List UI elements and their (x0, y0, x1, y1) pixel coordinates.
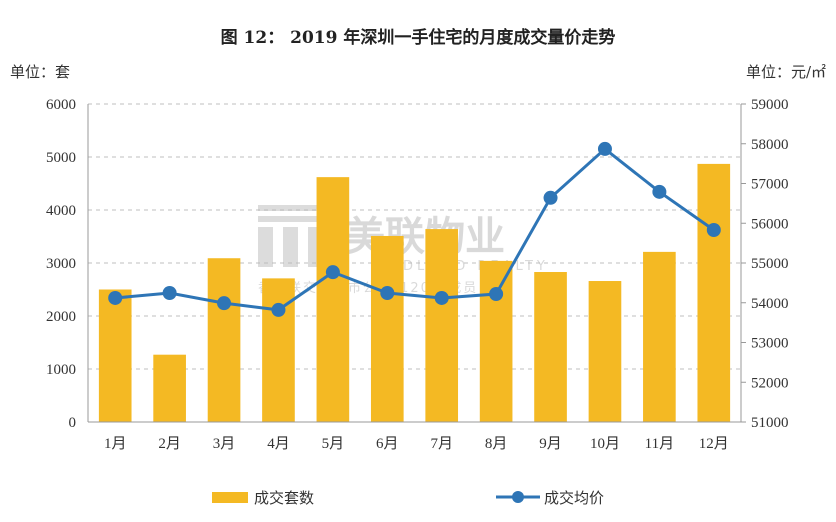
price-point (162, 286, 177, 301)
bar (534, 272, 567, 422)
left-tick-label: 2000 (46, 309, 76, 325)
legend-label-line: 成交均价 (544, 489, 604, 507)
bar (262, 278, 295, 422)
x-tick-label: 8月 (485, 436, 508, 452)
watermark-logo-text: 美联物业 (345, 214, 505, 260)
left-axis-unit: 单位：套 (10, 63, 70, 81)
right-tick-label: 56000 (751, 216, 789, 232)
x-tick-label: 1月 (104, 436, 127, 452)
legend-swatch-marker (512, 491, 524, 503)
price-line (115, 146, 715, 312)
bar (643, 251, 676, 422)
x-tick-label: 12月 (699, 436, 729, 452)
right-tick-label: 55000 (751, 256, 789, 272)
right-tick-label: 54000 (751, 296, 789, 312)
price-point (597, 141, 612, 156)
x-tick-label: 4月 (267, 436, 290, 452)
legend-swatch-bar (212, 492, 248, 503)
bar (370, 235, 404, 422)
legend-label-bar: 成交套数 (254, 489, 314, 507)
bar (479, 260, 513, 422)
price-point (434, 290, 449, 305)
right-tick-label: 57000 (751, 177, 789, 193)
axes: 0 1000 2000 3000 4000 5000 6000 51000 52000 53000… (46, 97, 789, 452)
watermark-line-text: 香港联交所上市公司(1200)成员 (258, 280, 478, 296)
left-tick-label: 3000 (46, 256, 76, 272)
price-point (217, 296, 232, 311)
price-point (543, 190, 558, 205)
price-point (271, 302, 286, 317)
x-tick-label: 3月 (213, 436, 236, 452)
price-point (325, 265, 340, 280)
line-series (108, 141, 721, 317)
bar (98, 289, 132, 422)
price-point (706, 223, 721, 238)
x-tick-label: 6月 (376, 436, 399, 452)
x-tick-label: 9月 (539, 436, 562, 452)
left-tick-label: 1000 (46, 362, 76, 378)
right-tick-label: 58000 (751, 137, 789, 153)
bar (697, 163, 731, 422)
bar (425, 229, 459, 422)
x-tick-label: 2月 (158, 436, 181, 452)
bar (316, 177, 350, 422)
bar (207, 258, 241, 422)
right-axis-unit: 单位：元/㎡ (746, 63, 826, 81)
right-tick-label: 51000 (751, 415, 789, 431)
chart-title: 图 12： 2019 年深圳一手住宅的月度成交量价走势 (221, 27, 616, 48)
left-tick-label: 6000 (46, 97, 76, 113)
legend: 成交套数 成交均价 (212, 489, 604, 507)
gridlines (88, 103, 741, 370)
bar (153, 354, 186, 422)
x-tick-label: 11月 (645, 436, 674, 452)
price-point (489, 287, 504, 302)
bar-series (98, 163, 731, 422)
left-tick-label: 5000 (46, 150, 76, 166)
left-tick-label: 0 (69, 415, 77, 431)
price-point (652, 184, 667, 199)
watermark-logo-icon (258, 205, 328, 267)
left-tick-label: 4000 (46, 203, 76, 219)
price-point (108, 290, 123, 305)
x-tick-label: 10月 (590, 436, 620, 452)
right-tick-label: 52000 (751, 375, 789, 391)
right-tick-label: 53000 (751, 336, 789, 352)
watermark-sub-text: MIDLAND REALTY (380, 259, 549, 274)
right-tick-label: 59000 (751, 97, 789, 113)
x-tick-label: 5月 (322, 436, 345, 452)
price-point (380, 286, 395, 301)
bar (588, 281, 622, 422)
x-tick-label: 7月 (430, 436, 453, 452)
